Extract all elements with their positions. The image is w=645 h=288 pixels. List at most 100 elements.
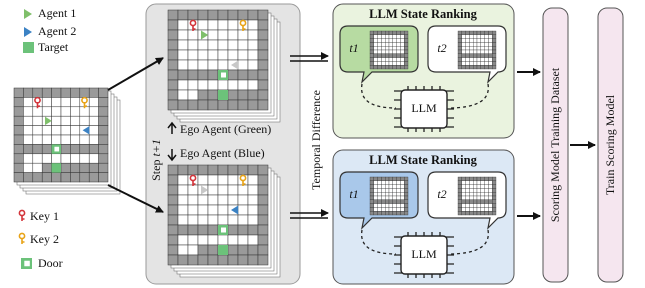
mini-cell <box>370 54 374 58</box>
grid-cell <box>99 144 108 153</box>
mini-cell <box>488 211 492 215</box>
grid-cell <box>218 235 228 245</box>
step-var: t+1 <box>149 139 163 156</box>
mini-cell <box>492 50 496 54</box>
grid-cell <box>248 90 258 100</box>
mini-cell <box>381 207 385 211</box>
grid-cell <box>188 245 198 255</box>
grid-cell <box>188 215 198 225</box>
grid-cell <box>168 225 178 235</box>
mini-cell <box>393 54 397 58</box>
chip-label: LLM <box>411 101 437 115</box>
mini-cell <box>473 192 477 196</box>
mini-cell <box>385 177 389 181</box>
grid-cell <box>228 90 238 100</box>
mini-cell <box>385 196 389 200</box>
mini-cell <box>400 207 404 211</box>
mini-cell <box>466 188 470 192</box>
mini-cell <box>400 181 404 185</box>
grid-cell <box>238 205 248 215</box>
grid-cell <box>248 165 258 175</box>
mini-cell <box>404 35 408 39</box>
grid-cell <box>168 245 178 255</box>
mini-cell <box>481 177 485 181</box>
mini-cell <box>466 35 470 39</box>
grid-cell <box>42 163 51 172</box>
grid-cell <box>188 235 198 245</box>
mini-cell <box>378 54 382 58</box>
mini-cell <box>477 58 481 62</box>
mini-cell <box>462 35 466 39</box>
grid-cell <box>61 88 70 97</box>
mini-cell <box>378 207 382 211</box>
grid-cell <box>208 10 218 20</box>
grid-cell <box>33 163 42 172</box>
target <box>218 245 228 255</box>
mini-cell <box>389 181 393 185</box>
mini-cell <box>374 177 378 181</box>
grid-cell <box>248 60 258 70</box>
mini-cell <box>485 192 489 196</box>
mini-cell <box>462 207 466 211</box>
grid-cell <box>258 235 268 245</box>
mini-cell <box>389 188 393 192</box>
mini-cell <box>381 185 385 189</box>
grid-cell <box>23 107 32 116</box>
mini-cell <box>481 181 485 185</box>
mini-cell <box>393 58 397 62</box>
grid-cell <box>238 90 248 100</box>
mini-cell <box>462 200 466 204</box>
mini-cell <box>385 54 389 58</box>
grid-cell <box>188 50 198 60</box>
mini-cell <box>370 196 374 200</box>
mini-cell <box>393 177 397 181</box>
mini-cell <box>404 65 408 69</box>
mini-cell <box>469 207 473 211</box>
mini-cell <box>473 39 477 43</box>
grid-cell <box>188 80 198 90</box>
mini-cell <box>400 54 404 58</box>
mini-cell <box>389 39 393 43</box>
mini-cell <box>381 46 385 50</box>
mini-cell <box>381 35 385 39</box>
mini-cell <box>488 31 492 35</box>
mini-cell <box>492 58 496 62</box>
mini-cell <box>393 181 397 185</box>
mini-cell <box>389 54 393 58</box>
grid-cell <box>188 100 198 110</box>
mini-cell <box>378 192 382 196</box>
mini-cell <box>469 50 473 54</box>
mini-cell <box>385 200 389 204</box>
grid-cell <box>218 195 228 205</box>
grid-cell <box>89 135 98 144</box>
grid-cell <box>198 70 208 80</box>
mini-cell <box>378 196 382 200</box>
grid-cell <box>258 165 268 175</box>
grid-cell <box>258 225 268 235</box>
mini-cell <box>370 185 374 189</box>
mini-cell <box>477 54 481 58</box>
grid-cell <box>238 70 248 80</box>
mini-cell <box>374 61 378 65</box>
mini-cell <box>492 185 496 189</box>
grid-cell <box>228 175 238 185</box>
door <box>221 73 226 78</box>
mini-cell <box>469 42 473 46</box>
grid-cell <box>42 144 51 153</box>
mini-cell <box>397 42 401 46</box>
grid-cell <box>80 135 89 144</box>
grid-cell <box>218 175 228 185</box>
mini-cell <box>378 65 382 69</box>
grid-cell <box>188 185 198 195</box>
mini-cell <box>400 39 404 43</box>
mini-cell <box>397 211 401 215</box>
target <box>23 42 34 53</box>
mini-cell <box>374 54 378 58</box>
grid-cell <box>248 245 258 255</box>
mini-cell <box>485 181 489 185</box>
mini-cell <box>404 61 408 65</box>
mini-cell <box>404 207 408 211</box>
key <box>19 233 24 238</box>
mini-cell <box>393 192 397 196</box>
mini-cell <box>370 61 374 65</box>
